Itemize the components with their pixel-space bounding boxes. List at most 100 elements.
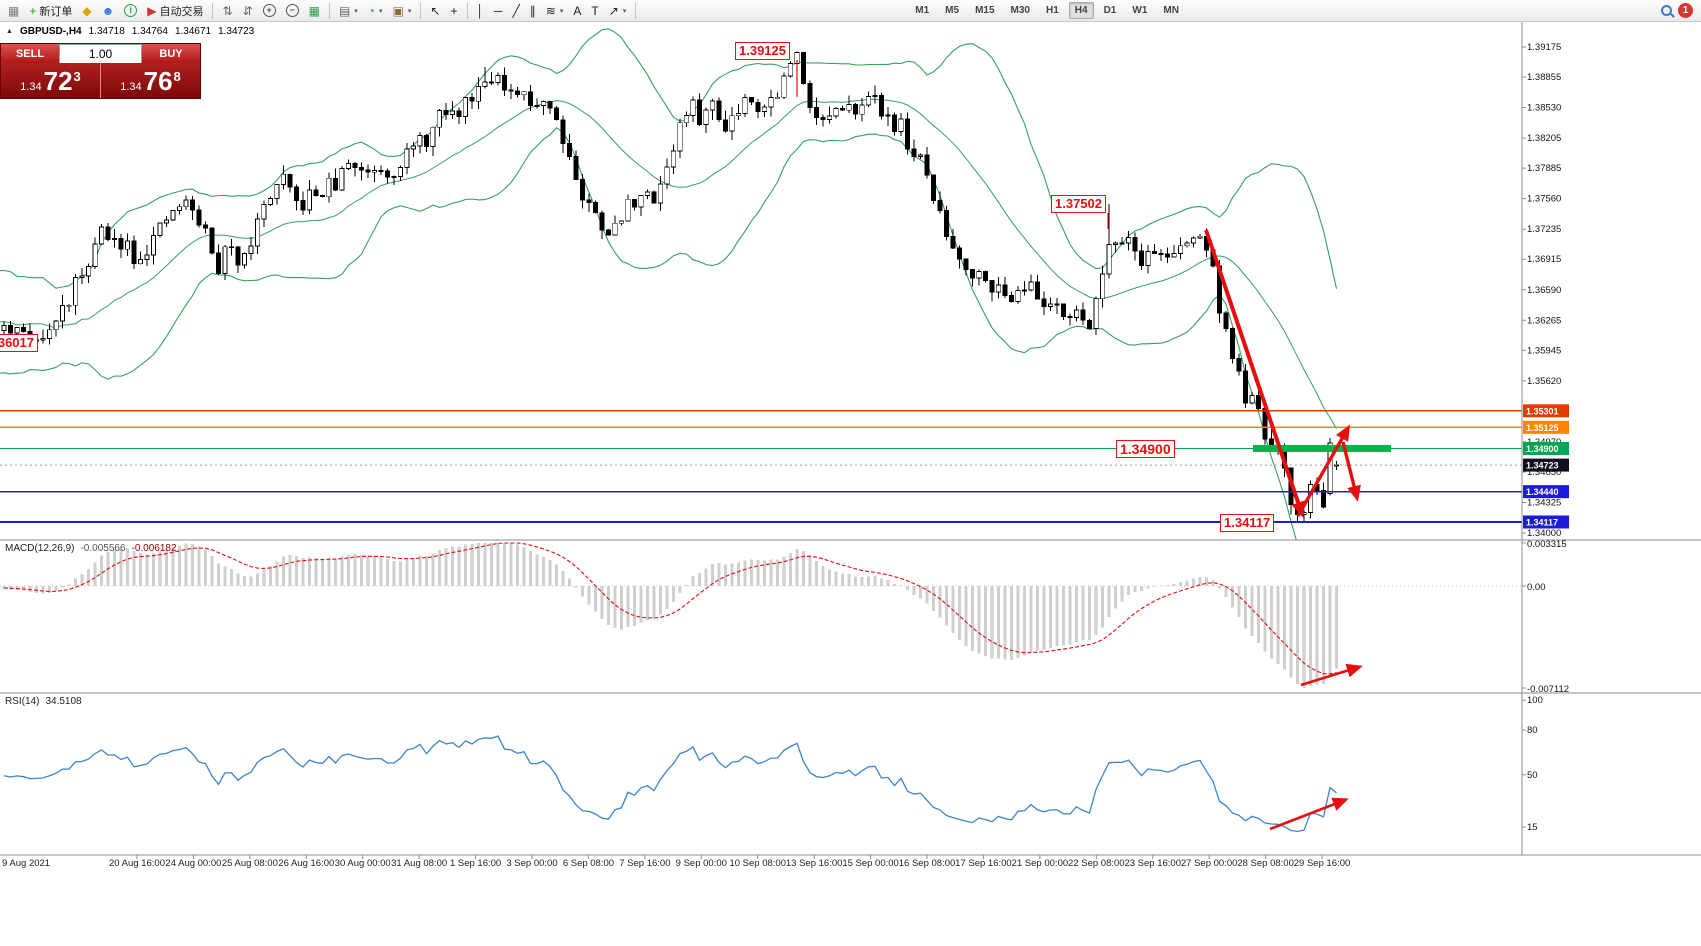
rsi-direction-arrow[interactable] — [1269, 797, 1349, 831]
candles — [0, 51, 1340, 522]
svg-text:21 Sep 00:00: 21 Sep 00:00 — [1012, 858, 1069, 869]
vertical-line-icon[interactable]: │ — [473, 2, 489, 20]
compass-icon[interactable]: ◆ — [78, 2, 95, 20]
toolbar-separator — [635, 2, 637, 19]
svg-text:30 Aug 00:00: 30 Aug 00:00 — [335, 858, 391, 869]
timeframe-w1-button[interactable]: W1 — [1132, 5, 1148, 16]
timeframe-m30-button[interactable]: M30 — [1010, 5, 1030, 16]
price-downtrend-arrow[interactable] — [1204, 229, 1305, 518]
price-badge-1.35301: 1.35301 — [1523, 404, 1569, 418]
volume-input[interactable] — [60, 45, 141, 63]
zoom-in-icon[interactable]: + — [259, 2, 280, 20]
profiles-icon[interactable]: ⇵ — [239, 2, 257, 20]
period-menu-icon-glyph: ◔ — [367, 3, 376, 18]
svg-text:31 Aug 08:00: 31 Aug 08:00 — [391, 858, 447, 869]
horizontal-line-icon[interactable]: ─ — [490, 2, 507, 20]
zoom-in-icon-glyph: + — [262, 4, 276, 17]
svg-text:25 Aug 08:00: 25 Aug 08:00 — [222, 858, 278, 869]
price-axis[interactable]: 1.39175 1.38855 1.38530 1.38205 1.37885 1.375… — [1522, 42, 1569, 833]
search-icon[interactable] — [1657, 2, 1676, 20]
toolbar-separator — [212, 2, 214, 19]
macd-signal-value: -0.006182 — [131, 543, 177, 554]
price-badge-1.34900: 1.34900 — [1523, 441, 1569, 455]
trendline-icon[interactable]: ╱ — [509, 2, 524, 20]
svg-text:9 Aug 2021: 9 Aug 2021 — [2, 858, 50, 869]
fibonacci-icon[interactable]: ≋ ▾ — [542, 2, 568, 20]
price-pullback-down-arrow[interactable] — [1341, 441, 1361, 502]
svg-text:24 Aug 00:00: 24 Aug 00:00 — [165, 858, 221, 869]
symbol-marker-icon: ▲ — [6, 28, 13, 35]
timeframe-m5-button[interactable]: M5 — [945, 5, 960, 16]
notification-badge[interactable]: 1 — [1678, 3, 1693, 18]
sell-price-big: 72 — [43, 66, 73, 96]
trendline-icon-glyph: ╱ — [512, 3, 520, 18]
macd-direction-arrow[interactable] — [1300, 663, 1363, 687]
svg-text:3 Sep 00:00: 3 Sep 00:00 — [506, 858, 557, 869]
period-menu-icon[interactable]: ◔ ▾ — [364, 2, 387, 20]
arrows-tool-icon-glyph: ↗ — [608, 3, 619, 18]
svg-text:1.37235: 1.37235 — [1527, 224, 1561, 235]
svg-text:1.39175: 1.39175 — [1527, 42, 1561, 53]
price-badge-1.35125: 1.35125 — [1523, 420, 1569, 434]
buy-button[interactable]: BUY — [142, 44, 200, 63]
chart-window-icon-glyph: ▦ — [8, 3, 20, 18]
price-divider — [100, 63, 101, 98]
chart-mode-icon[interactable]: ▤ ▾ — [335, 2, 362, 20]
cursor-icon-glyph: ↖ — [430, 3, 441, 18]
arrows-tool-icon[interactable]: ↗ ▾ — [605, 2, 631, 20]
svg-text:0.00: 0.00 — [1527, 582, 1546, 593]
volume-field-wrap — [59, 44, 142, 63]
experts-icon[interactable]: ☻ — [98, 2, 119, 20]
equidistant-channel-icon-glyph: ∥ — [529, 3, 536, 18]
zoom-out-icon[interactable]: − — [282, 2, 303, 20]
template-icon[interactable]: ▣ ▾ — [389, 2, 416, 20]
new-chart-icon[interactable]: ⇅ — [218, 2, 236, 20]
symbol-ohlc-header: ▲ GBPUSD-,H4 1.34718 1.34764 1.34671 1.3… — [6, 26, 254, 37]
buy-price-button[interactable]: 1.34 76 8 — [101, 63, 200, 98]
text-icon-glyph: A — [573, 3, 582, 18]
text-label-icon[interactable]: T — [587, 2, 602, 20]
time-axis[interactable]: 9 Aug 2021 20 Aug 16:00 24 Aug 00:00 25 Aug… — [2, 855, 1350, 869]
svg-text:29 Sep 16:00: 29 Sep 16:00 — [1294, 858, 1351, 869]
tile-windows-icon[interactable]: ▦ — [305, 2, 324, 20]
cursor-icon[interactable]: ↖ — [426, 2, 444, 20]
timeframe-d1-button[interactable]: D1 — [1103, 5, 1117, 16]
crosshair-icon[interactable]: + — [446, 2, 461, 20]
annotation-arrows[interactable] — [796, 60, 1363, 831]
svg-text:1.34117: 1.34117 — [1526, 517, 1558, 527]
equidistant-channel-icon[interactable]: ∥ — [526, 2, 540, 20]
experts-icon-glyph: ☻ — [101, 3, 115, 18]
rsi-indicator-label: RSI(14) 34.5108 — [5, 696, 82, 707]
support-bar[interactable] — [1253, 444, 1391, 452]
sell-price-button[interactable]: 1.34 72 3 — [1, 63, 100, 98]
new-order-button[interactable]: + 新订单 — [25, 2, 76, 20]
ohlc-open: 1.34718 — [88, 26, 125, 37]
svg-text:13 Sep 16:00: 13 Sep 16:00 — [786, 858, 843, 869]
vertical-line-icon-glyph: │ — [476, 3, 485, 18]
timeframe-m15-button[interactable]: M15 — [975, 5, 995, 16]
timeframe-mn-button[interactable]: MN — [1163, 5, 1179, 16]
bollinger-upper-band — [0, 28, 1338, 289]
auto-trading-button[interactable]: ▶ 自动交易 — [143, 2, 207, 20]
price-bounce-up-arrow[interactable] — [1296, 424, 1350, 517]
bollinger-middle-band — [0, 98, 1337, 429]
svg-text:23 Sep 16:00: 23 Sep 16:00 — [1124, 858, 1181, 869]
timeframe-m1-button[interactable]: M1 — [915, 5, 930, 16]
main-chart-pane — [0, 28, 1522, 540]
rsi-line — [3, 735, 1337, 833]
info-icon[interactable]: i — [120, 2, 141, 20]
one-click-trading-panel: SELL BUY 1.34 72 3 1.34 76 8 — [0, 43, 201, 99]
text-icon[interactable]: A — [569, 2, 585, 20]
chart-window-icon[interactable]: ▦ — [4, 2, 23, 20]
svg-text:1.34000: 1.34000 — [1527, 528, 1561, 539]
timeframe-h1-button[interactable]: H1 — [1045, 5, 1059, 16]
svg-text:1.35301: 1.35301 — [1526, 406, 1559, 416]
timeframe-h4-button[interactable]: H4 — [1068, 2, 1094, 19]
macd-main-value: -0.005566 — [80, 543, 126, 554]
toolbar-separator — [466, 2, 468, 19]
svg-text:0.003315: 0.003315 — [1527, 539, 1567, 550]
profiles-icon-glyph: ⇵ — [242, 3, 253, 18]
sell-button[interactable]: SELL — [1, 44, 59, 63]
svg-text:1.38855: 1.38855 — [1527, 72, 1561, 83]
